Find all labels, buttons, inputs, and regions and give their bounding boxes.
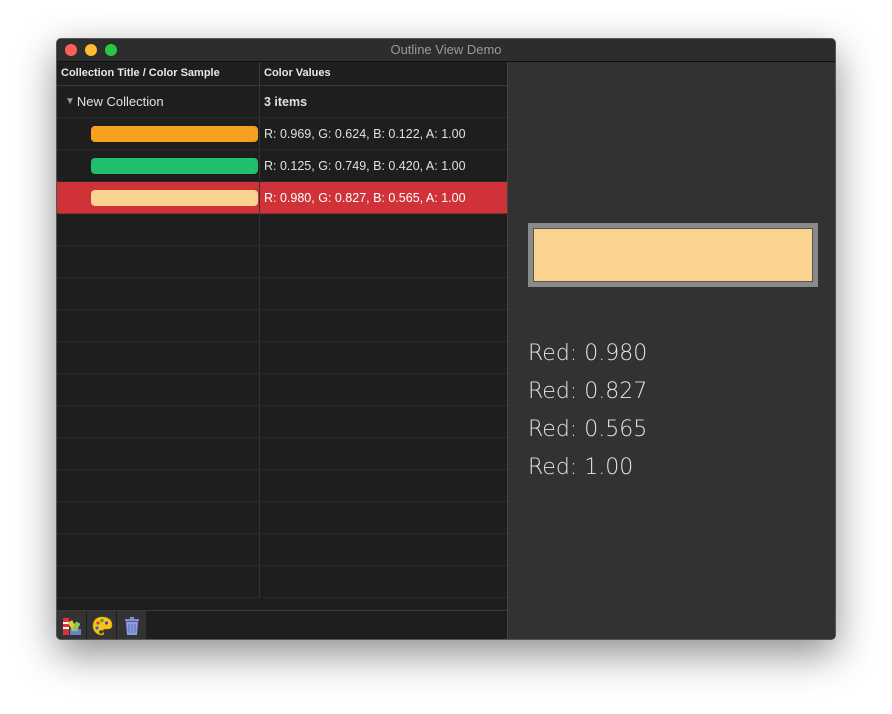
empty-row: [57, 214, 507, 246]
color-preview: [528, 223, 818, 287]
empty-row: [57, 566, 507, 598]
column-header-title[interactable]: Collection Title / Color Sample: [57, 62, 260, 85]
color-values: R: 0.969, G: 0.624, B: 0.122, A: 1.00: [264, 126, 466, 141]
title-bar[interactable]: Outline View Demo: [57, 39, 835, 62]
color-row[interactable]: R: 0.980, G: 0.827, B: 0.565, A: 1.00: [57, 182, 507, 214]
bottom-toolbar: [57, 610, 507, 639]
color-row[interactable]: R: 0.969, G: 0.624, B: 0.122, A: 1.00: [57, 118, 507, 150]
app-window: Outline View Demo Collection Title / Col…: [56, 38, 836, 640]
group-title: New Collection: [76, 94, 164, 109]
empty-row: [57, 246, 507, 278]
disclosure-triangle-icon[interactable]: ▼: [65, 96, 75, 107]
detail-pane: Red: 0.980 Red: 0.827 Red: 0.565 Red: 1.…: [507, 62, 835, 639]
empty-row: [57, 438, 507, 470]
empty-row: [57, 502, 507, 534]
color-row[interactable]: R: 0.125, G: 0.749, B: 0.420, A: 1.00: [57, 150, 507, 182]
group-row[interactable]: ▼ New Collection 3 items: [57, 86, 507, 118]
green-value-label: Red: 0.827: [528, 379, 648, 404]
empty-row: [57, 470, 507, 502]
color-values: R: 0.125, G: 0.749, B: 0.420, A: 1.00: [264, 158, 466, 173]
alpha-value-label: Red: 1.00: [528, 455, 634, 480]
column-header-values[interactable]: Color Values: [264, 67, 331, 79]
empty-row: [57, 342, 507, 374]
color-sample: [91, 125, 258, 142]
table-header: Collection Title / Color Sample Color Va…: [57, 62, 507, 86]
zoom-button[interactable]: [105, 44, 117, 56]
delete-button[interactable]: [117, 611, 147, 639]
outline-view[interactable]: Collection Title / Color Sample Color Va…: [57, 62, 507, 610]
palette-icon: [92, 616, 112, 636]
group-count: 3 items: [264, 94, 308, 109]
trash-icon: [124, 617, 139, 635]
empty-row: [57, 374, 507, 406]
minimize-button[interactable]: [85, 44, 97, 56]
empty-row: [57, 310, 507, 342]
window-title: Outline View Demo: [390, 42, 502, 57]
blue-value-label: Red: 0.565: [528, 417, 648, 442]
empty-row: [57, 534, 507, 566]
color-swatches-icon: [62, 618, 81, 635]
color-preview-swatch: [533, 228, 813, 282]
color-sample: [91, 157, 258, 174]
close-button[interactable]: [65, 44, 77, 56]
color-swatches-button[interactable]: [57, 611, 87, 639]
color-values: R: 0.980, G: 0.827, B: 0.565, A: 1.00: [264, 190, 466, 205]
color-sample: [91, 189, 258, 206]
red-value-label: Red: 0.980: [528, 341, 648, 366]
empty-row: [57, 406, 507, 438]
empty-row: [57, 278, 507, 310]
palette-button[interactable]: [87, 611, 117, 639]
